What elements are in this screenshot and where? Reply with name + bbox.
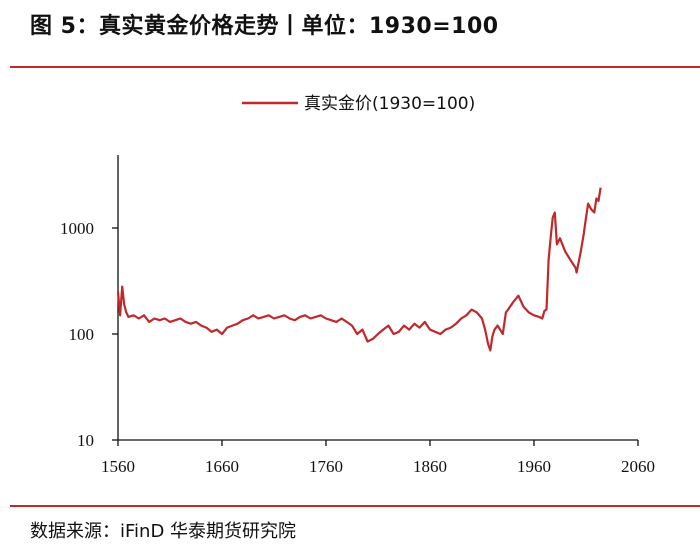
chart-series-layer <box>116 187 602 352</box>
x-tick-label: 2060 <box>621 457 655 476</box>
chart-legend: 真实金价(1930=100) <box>242 94 475 114</box>
top-divider <box>10 66 700 68</box>
x-tick-label: 1560 <box>101 457 135 476</box>
source-note: 数据来源：iFinD 华泰期货研究院 <box>30 521 297 542</box>
x-tick-label: 1760 <box>309 457 343 476</box>
series-line-0 <box>116 187 602 352</box>
chart-axes: 10 100 1000 1560 1660 1760 1860 1960 2060 <box>60 155 655 476</box>
bottom-divider <box>10 505 700 507</box>
y-tick-label: 1000 <box>60 219 94 238</box>
y-tick-label: 100 <box>69 325 95 344</box>
chart-title: 图 5：真实黄金价格走势丨单位：1930=100 <box>30 14 499 39</box>
x-tick-label: 1660 <box>205 457 239 476</box>
y-tick-label: 10 <box>77 431 94 450</box>
legend-label: 真实金价(1930=100) <box>304 94 475 114</box>
x-tick-label: 1860 <box>413 457 447 476</box>
x-tick-label: 1960 <box>517 457 551 476</box>
